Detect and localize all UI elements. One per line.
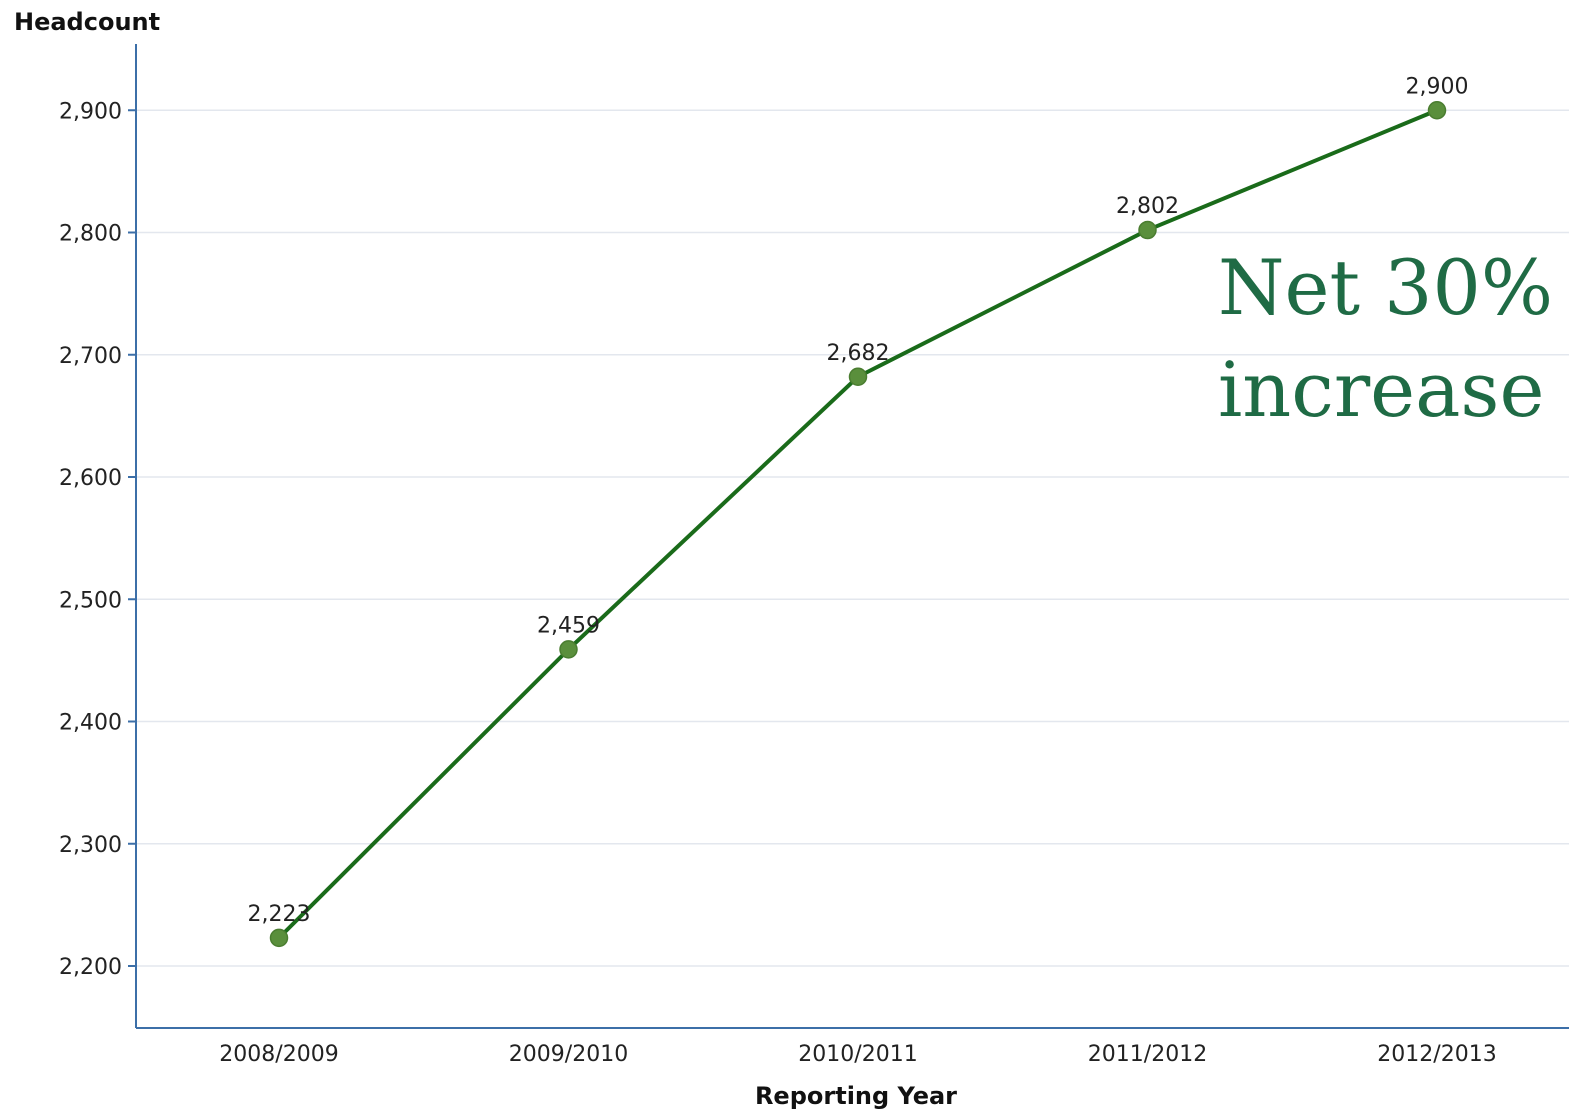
axes [135, 44, 1569, 1029]
data-point-4 [1427, 101, 1447, 120]
data-label-1: 2,459 [537, 613, 600, 638]
y-tick-label-6: 2,800 [59, 222, 122, 247]
series-line [277, 108, 1439, 940]
x-tick-label-1: 2009/2010 [509, 1042, 628, 1067]
series-headcount [269, 101, 1447, 948]
y-tick-label-3: 2,500 [59, 588, 122, 613]
y-tick-label-7: 2,900 [59, 99, 122, 124]
gridlines [136, 109, 1569, 967]
data-label-0: 2,223 [248, 902, 311, 927]
x-tick-label-3: 2011/2012 [1088, 1042, 1207, 1067]
y-tick-label-2: 2,400 [59, 711, 122, 736]
data-point-0 [269, 928, 289, 948]
x-tick-label-0: 2008/2009 [219, 1042, 338, 1067]
y-axis-title: Headcount [14, 8, 160, 36]
x-tick-label-4: 2012/2013 [1377, 1042, 1496, 1067]
y-tick-label-4: 2,600 [59, 466, 122, 491]
annotation-line-1: Net 30% [1218, 243, 1553, 332]
data-labels: 2,223 2,459 2,682 2,802 2,900 [248, 74, 1469, 927]
x-axis-title: Reporting Year [755, 1082, 957, 1110]
y-tick-label-5: 2,700 [59, 344, 122, 369]
annotation-net-increase: Net 30% increase [1218, 243, 1569, 434]
y-tick-labels: 2,200 2,300 2,400 2,500 2,600 2,700 2,800 2,900 [59, 99, 136, 980]
data-label-4: 2,900 [1406, 74, 1469, 99]
y-tick-label-0: 2,200 [59, 955, 122, 980]
data-label-3: 2,802 [1116, 194, 1179, 219]
data-point-2 [848, 367, 868, 387]
data-point-3 [1138, 220, 1157, 240]
x-tick-label-2: 2010/2011 [798, 1042, 917, 1067]
annotation-line-2: increase [1218, 345, 1544, 434]
data-label-2: 2,682 [827, 341, 890, 366]
y-tick-label-1: 2,300 [59, 833, 122, 858]
x-tick-labels: 2008/2009 2009/2010 2010/2011 2011/2012 2012… [219, 1042, 1496, 1067]
data-point-1 [559, 640, 578, 659]
